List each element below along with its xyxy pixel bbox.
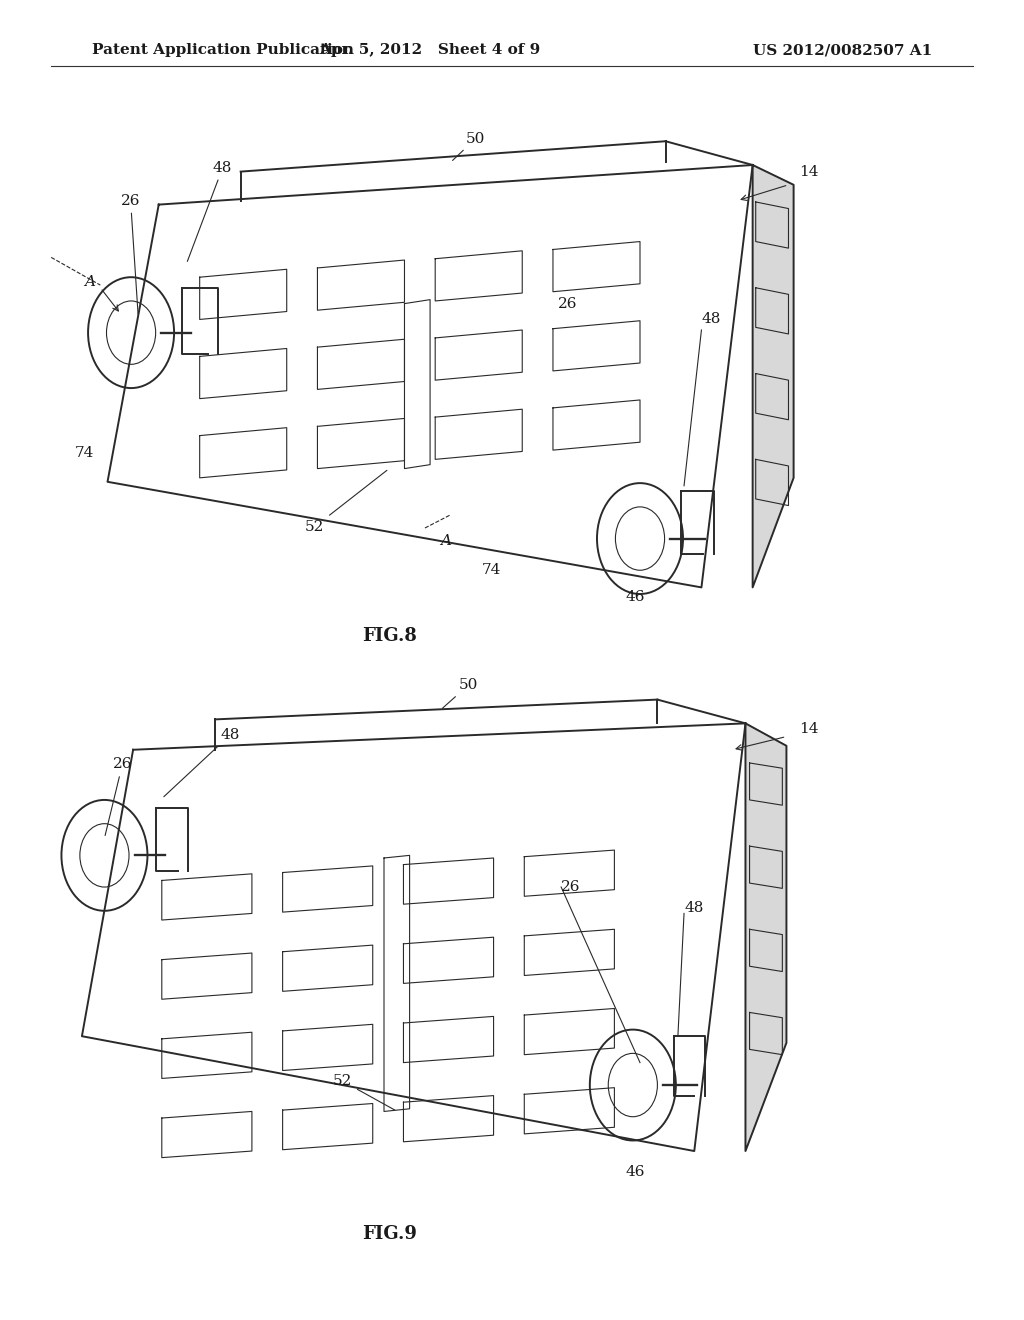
Text: US 2012/0082507 A1: US 2012/0082507 A1 [753, 44, 932, 57]
Text: 48: 48 [164, 729, 240, 797]
Text: 50: 50 [453, 132, 485, 161]
Text: 48: 48 [701, 313, 721, 326]
Polygon shape [745, 723, 786, 1151]
Text: Apr. 5, 2012   Sheet 4 of 9: Apr. 5, 2012 Sheet 4 of 9 [319, 44, 541, 57]
Text: A: A [85, 276, 95, 289]
Text: 26: 26 [105, 758, 132, 836]
Text: 74: 74 [75, 446, 93, 459]
Text: 14: 14 [799, 165, 818, 178]
Text: 46: 46 [625, 590, 645, 603]
Text: 52: 52 [333, 1074, 395, 1110]
Text: 26: 26 [558, 297, 578, 310]
Text: 46: 46 [625, 1166, 645, 1179]
Text: FIG.9: FIG.9 [361, 1225, 417, 1243]
Text: 52: 52 [305, 470, 387, 533]
Text: 48: 48 [684, 902, 703, 915]
Text: 26: 26 [561, 880, 581, 894]
Polygon shape [753, 165, 794, 587]
Text: 48: 48 [187, 161, 232, 261]
Text: 14: 14 [799, 722, 818, 735]
Text: FIG.8: FIG.8 [361, 627, 417, 645]
Text: 74: 74 [482, 564, 501, 577]
Text: 26: 26 [121, 194, 140, 314]
Text: 50: 50 [442, 678, 478, 709]
Text: Patent Application Publication: Patent Application Publication [92, 44, 354, 57]
Text: A: A [440, 535, 451, 548]
